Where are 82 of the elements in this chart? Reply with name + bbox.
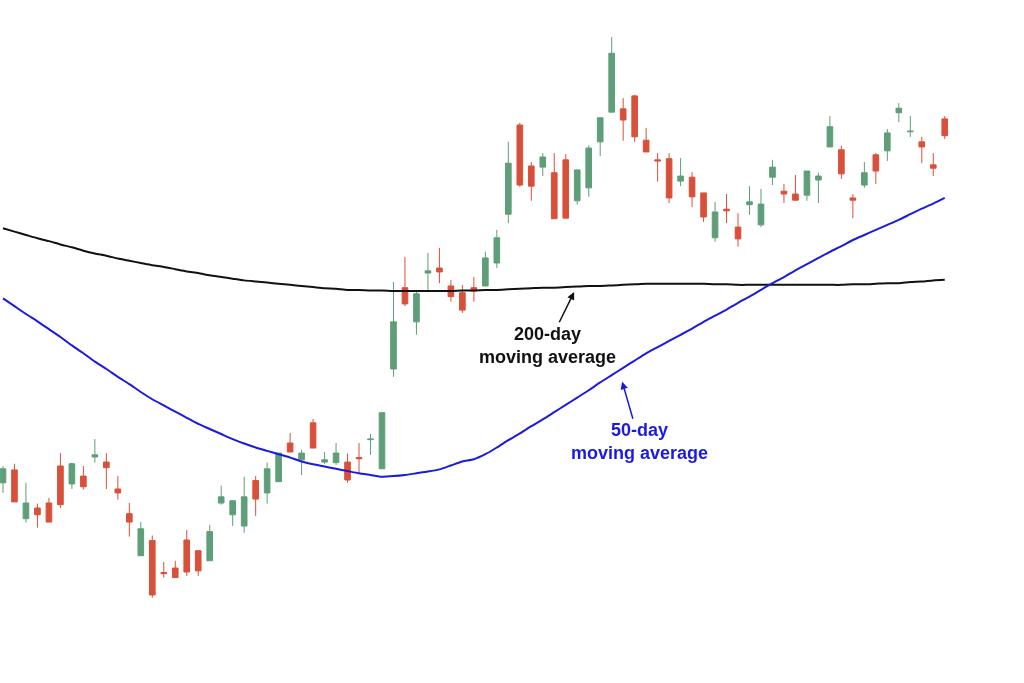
candlestick [11,463,18,503]
candlestick [252,475,259,517]
candlestick [68,462,76,490]
candlestick [126,502,133,538]
candlestick [114,475,122,501]
candlestick [229,500,236,527]
candlestick [240,476,248,534]
candlestick [803,170,811,202]
candlestick [757,188,765,228]
candlestick [734,212,742,248]
candlestick [746,185,753,216]
candlestick [91,438,99,464]
candlestick [815,172,822,204]
candlestick [390,281,397,378]
candlestick [309,418,317,449]
candlestick [206,524,214,562]
candlestick [573,169,581,206]
candlestick [849,193,857,219]
candlestick [677,157,684,187]
candlestick [780,183,788,204]
candlestick [436,247,443,284]
annotation: 200-day moving average [479,324,617,368]
candlestick [286,432,294,453]
candlestick [171,560,179,579]
candlestick [493,229,501,269]
candlestick [792,174,799,201]
candlestick [298,449,305,476]
candlestick [700,192,707,223]
candlestick [0,465,7,494]
candlestick [929,152,937,177]
candlestick [45,497,53,523]
candlestick [505,141,512,224]
candlestick [527,161,535,202]
candlestick [275,452,282,483]
candlestick [183,529,191,577]
candlestick [631,94,638,143]
candlestick [769,159,776,186]
candlestick [378,412,386,470]
candlestick [217,485,225,506]
candlestick [918,136,926,164]
candlestick [688,171,696,208]
candlestick [895,102,903,123]
candlestick [194,550,202,577]
candlestick [424,252,432,291]
candlestick [413,289,420,336]
candlestick [723,193,730,224]
candlestick [838,145,845,180]
candlestick [665,152,673,204]
candlestick [539,152,547,177]
candlestick [321,451,328,465]
candlestick [619,97,627,142]
candlestick [355,442,363,474]
candlestick [872,152,880,185]
candlestick [654,152,661,183]
candlestick [22,482,30,524]
candlestick [596,117,604,157]
candlestick [344,453,351,484]
candlestick [57,452,64,509]
candlestick [148,535,156,599]
candlestick [34,503,41,529]
candlestick [459,284,466,314]
candlestick [941,115,949,140]
candlestick [80,465,87,491]
candlestick [160,561,168,579]
candlestick [826,115,834,148]
candlestick [367,433,374,456]
annotation: 50-day moving average [571,420,709,464]
candlestick [482,251,489,287]
candlestick [608,36,615,113]
candlestick [103,452,110,490]
candlestick [861,161,868,189]
candlestick [332,442,340,466]
candlestick [516,122,524,188]
candlestick [263,462,271,505]
candlestick [562,153,570,219]
candlestick [906,115,914,138]
candlestick [642,127,650,153]
candlestick [884,128,891,162]
candlestick [550,152,558,220]
candlestick [137,521,145,557]
candlestick [585,144,593,198]
candlestick [711,201,719,243]
